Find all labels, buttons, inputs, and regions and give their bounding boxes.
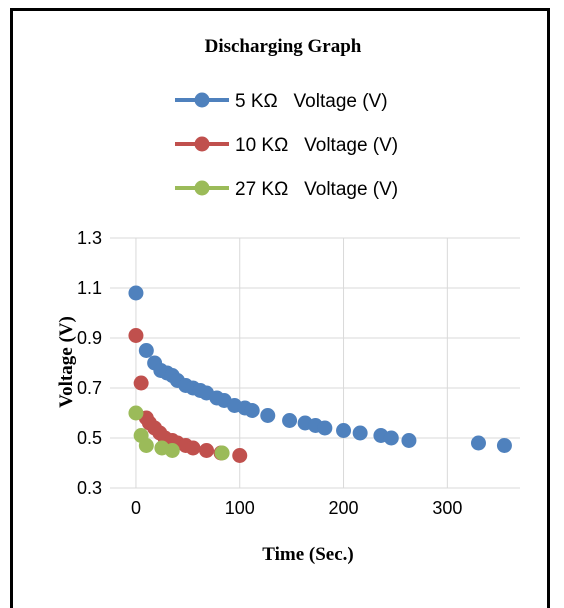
data-point xyxy=(260,408,276,423)
data-point xyxy=(164,443,180,458)
x-tick-label: 200 xyxy=(329,498,359,518)
data-point xyxy=(470,435,486,451)
data-point xyxy=(128,405,144,421)
series-1 xyxy=(128,285,512,453)
y-axis-title: Voltage (V) xyxy=(56,316,77,408)
x-tick-label: 0 xyxy=(131,498,141,518)
y-axis-ticks: 0.3 0.5 0.7 0.9 1.1 1.3 xyxy=(77,228,102,498)
x-axis-ticks: 0 100 200 300 xyxy=(131,498,462,518)
legend-marker xyxy=(194,136,210,152)
chart-title: Discharging Graph xyxy=(205,36,362,57)
data-point xyxy=(496,438,512,453)
x-tick-label: 300 xyxy=(432,498,462,518)
y-tick-label: 0.7 xyxy=(77,378,102,398)
x-tick-label: 100 xyxy=(225,498,255,518)
x-axis-title: Time (Sec.) xyxy=(262,544,353,565)
data-point xyxy=(401,433,417,448)
y-tick-label: 1.3 xyxy=(77,228,102,248)
legend-label: 10 KΩ Voltage (V) xyxy=(235,135,398,156)
data-point xyxy=(383,430,399,446)
y-tick-label: 0.9 xyxy=(77,328,102,348)
data-point xyxy=(128,285,144,301)
data-point xyxy=(128,328,144,343)
series-3 xyxy=(128,405,230,461)
data-point xyxy=(138,438,154,453)
data-point xyxy=(133,375,149,391)
y-tick-label: 0.5 xyxy=(77,428,102,448)
data-point xyxy=(352,425,368,441)
data-point xyxy=(214,445,230,461)
chart-frame xyxy=(10,8,550,608)
data-point xyxy=(282,413,298,428)
data-point xyxy=(317,420,333,436)
data-point xyxy=(232,448,248,463)
legend-label: 5 KΩ Voltage (V) xyxy=(235,91,388,112)
data-point xyxy=(185,440,201,456)
data-point xyxy=(199,443,215,458)
legend: 5 KΩ Voltage (V) 10 KΩ Voltage (V) 27 KΩ V… xyxy=(175,91,398,200)
data-point xyxy=(138,343,154,358)
legend-item-3: 27 KΩ Voltage (V) xyxy=(175,179,398,200)
legend-item-1: 5 KΩ Voltage (V) xyxy=(175,91,388,112)
legend-marker xyxy=(194,180,210,196)
data-point xyxy=(336,423,352,438)
legend-marker xyxy=(194,92,210,108)
legend-item-2: 10 KΩ Voltage (V) xyxy=(175,135,398,156)
data-points xyxy=(128,285,512,463)
y-tick-label: 1.1 xyxy=(77,278,102,298)
legend-label: 27 KΩ Voltage (V) xyxy=(235,179,398,200)
y-tick-label: 0.3 xyxy=(77,478,102,498)
data-point xyxy=(244,403,260,418)
